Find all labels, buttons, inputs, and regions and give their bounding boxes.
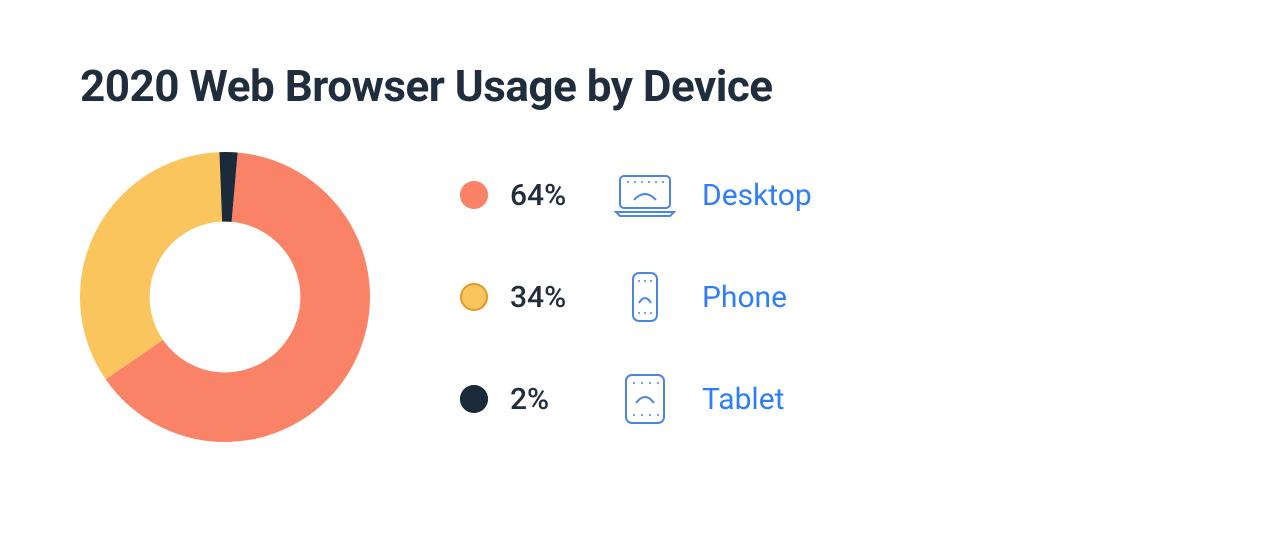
legend-pct-tablet: 2% xyxy=(510,382,588,417)
swatch-desktop xyxy=(460,181,488,209)
laptop-icon xyxy=(610,167,680,223)
legend-label-desktop: Desktop xyxy=(702,178,812,213)
chart-content: 64% Desktop 34% xyxy=(80,152,1200,442)
legend-item-phone: 34% Phone xyxy=(460,269,812,325)
legend-label-tablet: Tablet xyxy=(702,382,784,417)
legend-item-desktop: 64% Desktop xyxy=(460,167,812,223)
donut-chart xyxy=(80,152,370,442)
legend-label-phone: Phone xyxy=(702,280,787,315)
chart-container: 2020 Web Browser Usage by Device 64% xyxy=(0,0,1280,536)
tablet-icon xyxy=(610,371,680,427)
legend-item-tablet: 2% Tablet xyxy=(460,371,812,427)
legend: 64% Desktop 34% xyxy=(460,167,812,427)
donut-slice-phone xyxy=(80,152,222,379)
swatch-phone xyxy=(460,283,488,311)
swatch-tablet xyxy=(460,385,488,413)
legend-pct-desktop: 64% xyxy=(510,178,588,213)
phone-icon xyxy=(610,269,680,325)
chart-title: 2020 Web Browser Usage by Device xyxy=(80,60,1200,112)
legend-pct-phone: 34% xyxy=(510,280,588,315)
